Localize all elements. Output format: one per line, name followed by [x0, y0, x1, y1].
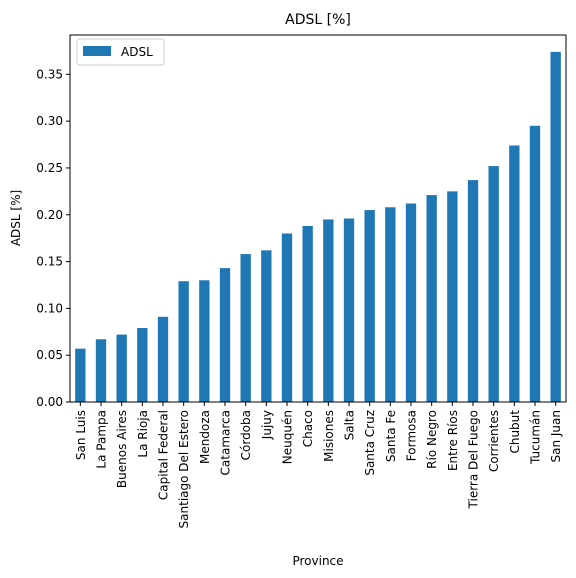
bar — [220, 268, 230, 402]
bar — [323, 219, 333, 402]
legend-swatch — [83, 46, 111, 56]
y-tick-label: 0.25 — [36, 161, 63, 175]
bar — [117, 335, 127, 402]
x-tick-label: Catamarca — [219, 410, 233, 475]
bar — [303, 226, 313, 402]
x-tick-label: Capital Federal — [157, 410, 171, 500]
x-axis-title: Province — [292, 554, 343, 568]
chart-title: ADSL [%] — [285, 12, 351, 28]
y-tick-label: 0.30 — [36, 114, 63, 128]
x-tick-label: Río Negro — [425, 410, 439, 469]
x-tick-label: Chaco — [301, 410, 315, 447]
legend: ADSL — [77, 39, 164, 65]
x-tick-label: Formosa — [405, 410, 419, 461]
bar — [137, 328, 147, 402]
y-axis-ticks: 0.00 0.05 0.10 0.15 0.20 0.25 0.30 0.35 — [36, 67, 70, 409]
bar — [489, 166, 499, 402]
x-axis-ticks: San Luis La Pampa Buenos Aires La Rioja Capi… — [74, 402, 563, 528]
y-tick-label: 0.10 — [36, 301, 63, 315]
bar — [551, 52, 561, 402]
x-tick-label: Chubut — [508, 410, 522, 454]
x-tick-label: Jujuy — [260, 410, 274, 440]
x-tick-label: Buenos Aires — [115, 410, 129, 488]
bar — [199, 280, 209, 402]
x-tick-label: Entre Ríos — [446, 410, 460, 471]
bar — [282, 233, 292, 402]
y-tick-label: 0.20 — [36, 208, 63, 222]
x-tick-label: Santa Cruz — [363, 410, 377, 476]
x-tick-label: La Pampa — [95, 410, 109, 469]
bars-group — [75, 52, 561, 402]
bar — [96, 339, 106, 402]
bar — [530, 126, 540, 402]
bar — [385, 207, 395, 402]
x-tick-label: Misiones — [322, 410, 336, 462]
bar — [158, 317, 168, 402]
x-tick-label: Santiago Del Estero — [177, 410, 191, 528]
x-tick-label: Mendoza — [198, 410, 212, 464]
x-tick-label: Neuquén — [281, 410, 295, 464]
y-tick-label: 0.15 — [36, 255, 63, 269]
x-tick-label: Salta — [343, 410, 357, 440]
x-tick-label: Tucumán — [529, 410, 543, 465]
x-tick-label: Tierra Del Fuego — [467, 410, 481, 509]
bar — [344, 219, 354, 403]
x-tick-label: San Luis — [74, 410, 88, 460]
y-tick-label: 0.05 — [36, 348, 63, 362]
legend-label: ADSL — [121, 45, 153, 59]
x-tick-label: Santa Fe — [384, 410, 398, 462]
x-tick-label: Córdoba — [239, 410, 253, 460]
bar — [179, 281, 189, 402]
bar — [447, 191, 457, 402]
y-tick-label: 0.00 — [36, 395, 63, 409]
bar — [241, 254, 251, 402]
y-tick-label: 0.35 — [36, 67, 63, 81]
x-tick-label: Corrientes — [487, 410, 501, 472]
bar — [261, 250, 271, 402]
bar — [468, 180, 478, 402]
bar — [365, 210, 375, 402]
bar — [75, 349, 85, 402]
y-axis-title: ADSL [%] — [9, 190, 23, 246]
bar — [509, 145, 519, 402]
bar — [427, 195, 437, 402]
x-tick-label: La Rioja — [136, 410, 150, 458]
bar — [406, 204, 416, 402]
x-tick-label: San Juan — [549, 410, 563, 463]
